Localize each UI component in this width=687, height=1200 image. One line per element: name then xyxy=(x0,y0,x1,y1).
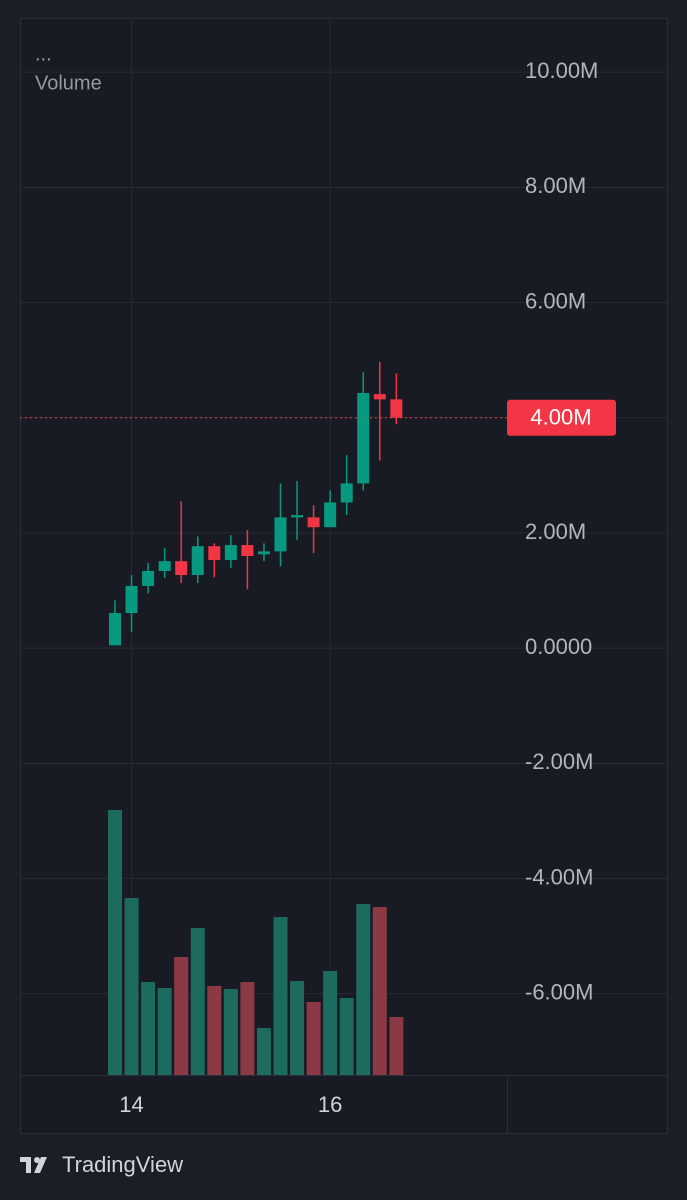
volume-bar xyxy=(256,1028,271,1075)
volume-bar xyxy=(174,957,189,1075)
pane-label: Volume xyxy=(35,72,102,94)
candle-body xyxy=(175,561,188,576)
y-tick-label: 8.00M xyxy=(525,173,586,198)
candle-body xyxy=(340,483,353,503)
x-tick-label: 16 xyxy=(318,1092,342,1117)
y-tick-label: 10.00M xyxy=(525,58,598,83)
y-tick-label: 6.00M xyxy=(525,288,586,313)
volume-bar xyxy=(339,998,354,1075)
y-tick-label: 2.00M xyxy=(525,519,586,544)
volume-bar xyxy=(223,989,238,1075)
candle-body xyxy=(307,517,320,528)
volume-bar xyxy=(141,982,156,1075)
brand-name: TradingView xyxy=(62,1152,183,1177)
x-tick-label: 14 xyxy=(119,1092,143,1117)
candle-body xyxy=(274,517,287,552)
volume-bar xyxy=(273,917,288,1075)
volume-bar xyxy=(290,981,305,1075)
volume-bar xyxy=(157,988,172,1075)
candle-body xyxy=(191,546,204,576)
volume-bar xyxy=(108,810,122,1075)
candle-body xyxy=(158,561,171,571)
last-price-badge xyxy=(507,399,616,436)
candle-body xyxy=(142,570,155,586)
y-tick-label: -2.00M xyxy=(525,749,593,774)
volume-bar xyxy=(389,1017,404,1075)
volume-bar xyxy=(240,982,255,1075)
y-tick-label: -4.00M xyxy=(525,864,593,889)
candle-body xyxy=(324,502,337,528)
y-tick-label: 0.0000 xyxy=(525,634,592,659)
volume-bar xyxy=(356,904,371,1075)
candle-body xyxy=(125,585,138,614)
candle-body xyxy=(208,546,221,561)
volume-bar xyxy=(124,898,139,1075)
candle-body xyxy=(224,545,237,561)
candle-body xyxy=(241,545,254,557)
candle-body xyxy=(357,392,370,484)
candle-body xyxy=(257,551,270,555)
volume-bar xyxy=(372,907,387,1075)
volume-bar xyxy=(306,1002,321,1075)
volume-bar xyxy=(207,986,222,1075)
volume-bar xyxy=(323,971,338,1075)
brand-logo xyxy=(20,1157,47,1173)
candle-body xyxy=(373,394,386,400)
y-tick-label: -6.00M xyxy=(525,980,593,1005)
candle-body xyxy=(390,399,403,418)
volume-bar xyxy=(190,928,205,1075)
candle-body xyxy=(291,515,304,518)
last-price-label: 4.00M xyxy=(530,405,591,430)
pane-menu[interactable]: ... xyxy=(35,43,52,65)
candle-body xyxy=(109,613,121,646)
